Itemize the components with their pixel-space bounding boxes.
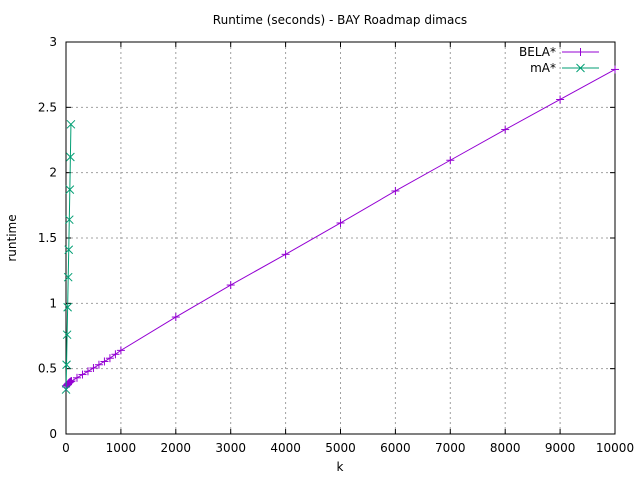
data-point-ma	[62, 330, 72, 340]
data-point-bela	[111, 350, 120, 359]
data-point-bela	[171, 313, 180, 322]
data-point-bela	[72, 373, 81, 382]
x-tick-label: 4000	[270, 441, 301, 455]
data-point-ma	[65, 185, 75, 195]
series-line-ma	[65, 124, 72, 390]
data-point-bela	[83, 367, 92, 376]
data-point-bela	[281, 250, 290, 259]
x-tick-label: 3000	[215, 441, 246, 455]
x-tick-label: 8000	[490, 441, 521, 455]
data-point-bela	[336, 218, 345, 227]
data-point-ma	[66, 119, 76, 129]
data-point-bela	[105, 354, 114, 363]
data-point-ma	[64, 215, 74, 225]
legend: BELA* mA*	[519, 45, 599, 75]
data-point-ma	[61, 385, 71, 394]
chart-title: Runtime (seconds) - BAY Roadmap dimacs	[213, 13, 467, 27]
y-axis-label: runtime	[5, 214, 19, 261]
y-tick-label: 1.5	[38, 231, 57, 245]
data-point-ma	[63, 302, 73, 312]
legend-marker-ma	[576, 63, 585, 73]
x-axis-label: k	[337, 460, 344, 474]
y-tick-label: 0.5	[38, 362, 57, 376]
x-tick-label: 5000	[325, 441, 356, 455]
data-point-ma	[66, 152, 75, 162]
x-tick-label: 9000	[545, 441, 576, 455]
data-point-bela	[89, 364, 98, 373]
data-point-ma	[62, 360, 71, 370]
series-layer	[61, 65, 619, 394]
y-tick-label: 1	[49, 296, 57, 310]
data-point-bela	[501, 125, 510, 134]
data-point-ma	[64, 245, 74, 255]
data-point-bela	[226, 281, 235, 290]
x-tick-label: 6000	[380, 441, 411, 455]
data-point-bela	[67, 377, 76, 386]
data-point-bela	[100, 357, 109, 366]
y-tick-label: 0	[49, 427, 57, 441]
x-tick-label: 7000	[435, 441, 466, 455]
data-point-bela	[556, 95, 565, 104]
x-tick-label: 1000	[106, 441, 137, 455]
data-point-bela	[446, 156, 455, 165]
data-point-bela	[611, 65, 619, 74]
x-tick-label: 2000	[161, 441, 192, 455]
legend-label-bela: BELA*	[519, 45, 556, 59]
y-tick-label: 2	[49, 166, 57, 180]
legend-label-ma: mA*	[530, 61, 556, 75]
legend-marker-bela	[576, 48, 585, 56]
data-point-bela	[116, 346, 125, 355]
data-point-ma	[63, 272, 73, 282]
data-point-bela	[94, 360, 103, 369]
x-tick-label: 0	[62, 441, 70, 455]
grid-layer	[66, 42, 615, 434]
y-tick-label: 3	[49, 35, 57, 49]
y-tick-label: 2.5	[38, 100, 57, 114]
x-tick-label: 10000	[596, 441, 634, 455]
tick-layer: 0 1000 2000 3000 4000 5000 6000 7000 8000 9000 100…	[38, 35, 634, 455]
data-point-bela	[78, 370, 87, 379]
data-point-bela	[391, 186, 400, 195]
